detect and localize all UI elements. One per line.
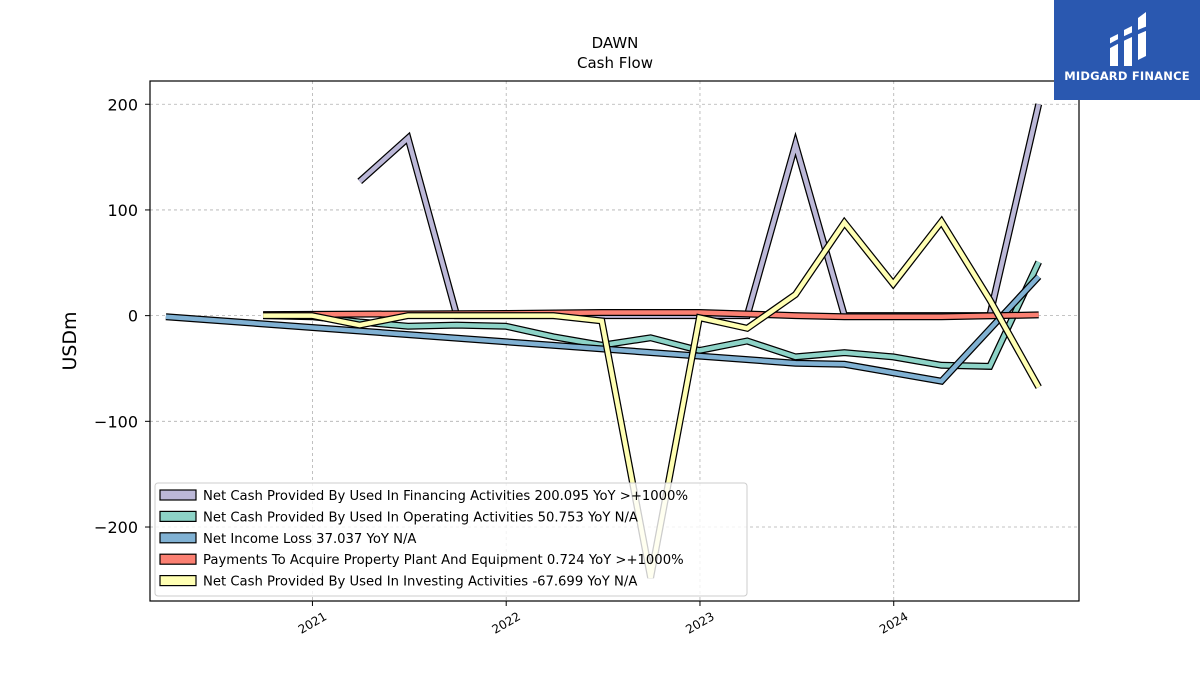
y-tick-label: −200 <box>94 518 138 537</box>
series-line <box>263 261 1041 369</box>
legend-swatch <box>159 553 197 565</box>
brand-logo: MIDGARD FINANCE <box>1054 0 1200 100</box>
legend-label: Net Cash Provided By Used In Financing A… <box>203 489 688 504</box>
legend-label: Net Income Loss 37.037 YoY N/A <box>203 532 416 547</box>
y-axis-label: USDm <box>59 311 81 370</box>
legend-label: Net Cash Provided By Used In Operating A… <box>203 510 638 525</box>
legend: Net Cash Provided By Used In Financing A… <box>154 482 748 597</box>
series-line <box>165 274 1041 384</box>
x-tick-label: 2023 <box>683 609 716 636</box>
legend-swatch <box>159 489 197 501</box>
y-tick-label: 0 <box>128 307 138 326</box>
y-tick-label: −100 <box>94 412 138 431</box>
legend-label: Net Cash Provided By Used In Investing A… <box>203 575 637 590</box>
y-tick-label: 100 <box>107 201 138 220</box>
x-tick-label: 2024 <box>877 609 910 636</box>
legend-swatch <box>159 574 197 587</box>
legend-swatch <box>159 510 197 522</box>
legend-box <box>154 482 748 597</box>
legend-item: Payments To Acquire Property Plant And E… <box>159 553 684 568</box>
series-2 <box>263 260 1042 370</box>
x-tick-label: 2021 <box>296 609 329 636</box>
series-3 <box>165 274 1042 385</box>
plot-frame <box>149 80 1080 602</box>
legend-item: Net Cash Provided By Used In Financing A… <box>159 489 688 504</box>
legend-swatch <box>159 532 197 544</box>
legend-item: Net Cash Provided By Used In Investing A… <box>159 574 637 590</box>
series-layer <box>165 103 1043 579</box>
legend-label: Payments To Acquire Property Plant And E… <box>203 553 684 568</box>
brand-name: MIDGARD FINANCE <box>1064 69 1190 83</box>
legend-item: Net Cash Provided By Used In Operating A… <box>159 510 638 525</box>
chart-subtitle: Cash Flow <box>577 54 653 72</box>
brand-mark-icon <box>1105 12 1149 66</box>
legend-item: Net Income Loss 37.037 YoY N/A <box>159 532 416 547</box>
x-tick-label: 2022 <box>489 609 522 636</box>
y-tick-label: 200 <box>107 95 138 114</box>
chart-title: DAWN <box>592 34 639 52</box>
